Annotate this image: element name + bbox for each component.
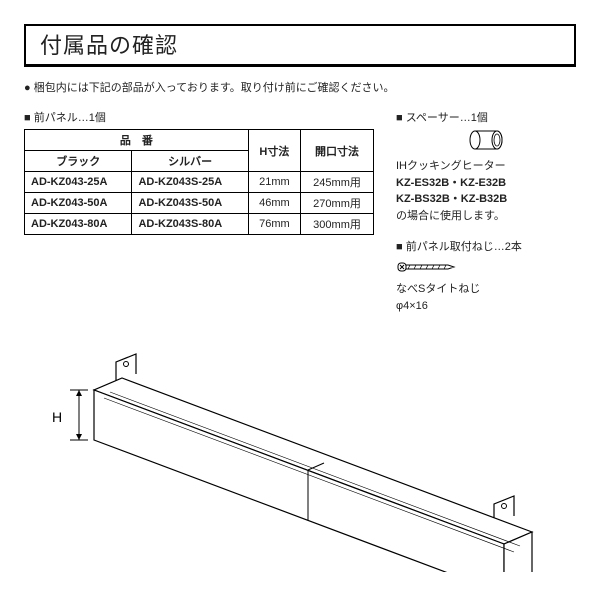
spacer-block: スペーサー…1個 IHクッキングヒーター KZ-ES32B・KZ-E32B KZ… — [396, 109, 576, 224]
cell-black: AD-KZ043-25A — [25, 172, 132, 193]
panel-diagram: H — [24, 342, 576, 575]
cell-open: 270mm用 — [301, 193, 374, 214]
front-panel-label: 前パネル…1個 — [24, 109, 374, 125]
cell-h: 21mm — [248, 172, 300, 193]
cell-silver: AD-KZ043S-25A — [132, 172, 248, 193]
header-black: ブラック — [25, 151, 132, 172]
screws-label: 前パネル取付ねじ…2本 — [396, 238, 576, 254]
cell-silver: AD-KZ043S-80A — [132, 214, 248, 235]
parts-table: 品 番 H寸法 開口寸法 ブラック シルバー AD-KZ043-25A AD-K… — [24, 129, 374, 235]
cell-open: 245mm用 — [301, 172, 374, 193]
cell-black: AD-KZ043-50A — [25, 193, 132, 214]
cell-open: 300mm用 — [301, 214, 374, 235]
screws-block: 前パネル取付ねじ…2本 なべSタイトねじ φ4×16 — [396, 238, 576, 314]
table-row: AD-KZ043-50A AD-KZ043S-50A 46mm 270mm用 — [25, 193, 374, 214]
cell-silver: AD-KZ043S-50A — [132, 193, 248, 214]
cell-h: 76mm — [248, 214, 300, 235]
spacer-line1: IHクッキングヒーター — [396, 158, 576, 175]
screws-desc1: なべSタイトねじ — [396, 281, 576, 298]
spacer-label: スペーサー…1個 — [396, 109, 576, 125]
title-box: 付属品の確認 — [24, 24, 576, 67]
screws-desc2: φ4×16 — [396, 298, 576, 315]
h-dimension-label: H — [52, 409, 62, 425]
header-open: 開口寸法 — [301, 130, 374, 172]
screw-icon — [396, 258, 576, 279]
table-row: AD-KZ043-25A AD-KZ043S-25A 21mm 245mm用 — [25, 172, 374, 193]
content-columns: 前パネル…1個 品 番 H寸法 開口寸法 ブラック シルバー AD-KZ043-… — [24, 109, 576, 328]
intro-text: 梱包内には下記の部品が入っております。取り付け前にご確認ください。 — [24, 79, 576, 95]
header-silver: シルバー — [132, 151, 248, 172]
header-group: 品 番 — [25, 130, 249, 151]
header-h: H寸法 — [248, 130, 300, 172]
cell-black: AD-KZ043-80A — [25, 214, 132, 235]
left-column: 前パネル…1個 品 番 H寸法 開口寸法 ブラック シルバー AD-KZ043-… — [24, 109, 374, 235]
spacer-icon — [396, 129, 576, 154]
spacer-line2: の場合に使用します。 — [396, 208, 576, 225]
page-title: 付属品の確認 — [40, 33, 178, 58]
cell-h: 46mm — [248, 193, 300, 214]
spacer-models: KZ-ES32B・KZ-E32B KZ-BS32B・KZ-B32B — [396, 175, 576, 208]
table-row: AD-KZ043-80A AD-KZ043S-80A 76mm 300mm用 — [25, 214, 374, 235]
right-column: スペーサー…1個 IHクッキングヒーター KZ-ES32B・KZ-E32B KZ… — [396, 109, 576, 328]
